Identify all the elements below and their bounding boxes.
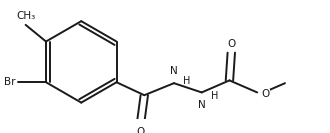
Text: CH₃: CH₃ [16,11,35,21]
Text: O: O [261,89,269,99]
Text: N: N [198,100,206,110]
Text: H: H [183,76,190,86]
Text: H: H [211,91,218,101]
Text: Br: Br [4,77,16,87]
Text: O: O [137,127,145,133]
Text: N: N [170,66,178,76]
Text: O: O [227,39,235,49]
